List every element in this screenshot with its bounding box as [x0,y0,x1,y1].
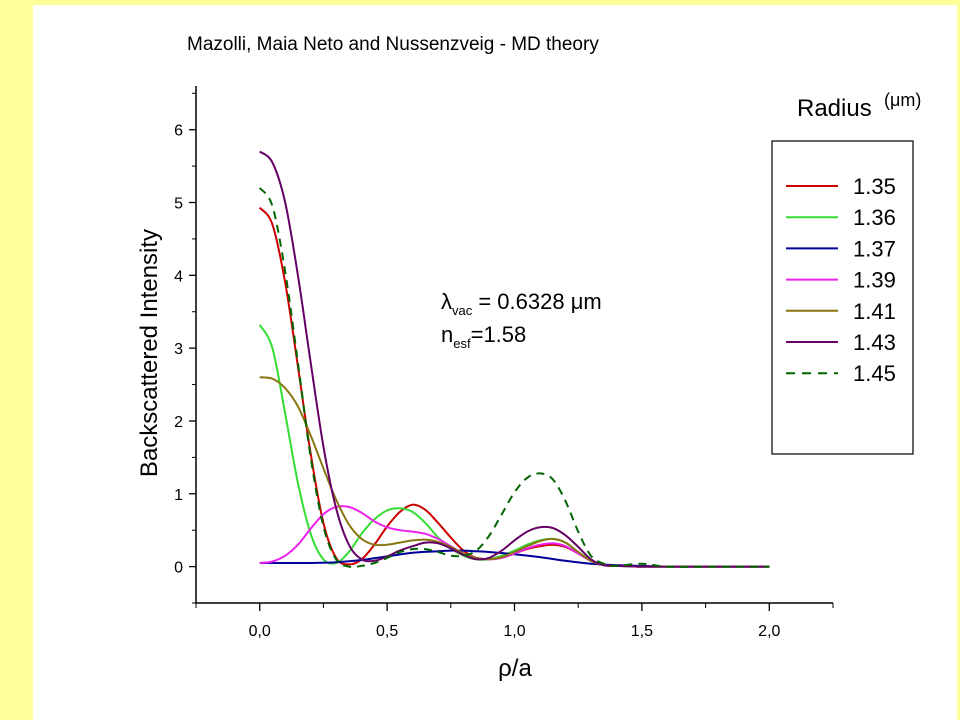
n-subscript: esf [453,336,471,351]
x-tick-label: 2,0 [758,623,780,640]
legend-label-1-36: 1.36 [853,205,896,230]
legend-label-1-39: 1.39 [853,268,896,293]
series-line-1-35 [258,206,770,568]
y-tick-label: 3 [174,341,183,358]
n-symbol: n [441,322,453,347]
x-axis-label: ρ/a [498,655,532,682]
right-accent-bar [957,0,960,720]
x-tick-label: 1,0 [503,623,525,640]
annotation-wavelength: λvac = 0.6328 μm [441,289,602,318]
lambda-subscript: vac [452,303,473,318]
y-tick-label: 5 [174,196,183,213]
legend-title: Radius [797,95,872,122]
top-accent-bar [0,0,960,5]
legend-label-1-45: 1.45 [853,361,896,386]
y-tick-label: 2 [174,414,183,431]
y-tick-label: 6 [174,123,183,140]
legend-entries: 1.35 1.36 1.37 1.39 1.41 1.43 1.45 [786,174,896,386]
y-tick-label: 4 [174,268,183,285]
annotation-refractive-index: nesf=1.58 [441,322,526,351]
x-tick-label: 0,5 [376,623,398,640]
left-accent-bar [0,0,33,720]
y-axis-label: Backscattered Intensity [136,229,163,477]
legend-label-1-43: 1.43 [853,330,896,355]
y-tick-label: 1 [174,487,183,504]
series-line-1-41 [259,376,770,568]
n-value: =1.58 [471,322,527,347]
series-line-1-45 [258,187,770,569]
legend-label-1-35: 1.35 [853,174,896,199]
lambda-value: = 0.6328 μm [472,289,601,314]
legend-label-1-37: 1.37 [853,236,896,261]
legend-box [771,140,914,455]
x-tick-label: 0,0 [249,623,271,640]
series-lines [258,150,770,569]
series-line-1-36 [258,324,770,568]
y-tick-label: 0 [174,560,183,577]
x-tick-label: 1,5 [631,623,653,640]
legend-unit: (μm) [884,90,921,110]
axis-ticks: 0 1 2 3 4 5 6 0,0 0,5 1,0 1,5 2,0 [174,92,834,640]
legend-label-1-41: 1.41 [853,299,896,324]
page-title: Mazolli, Maia Neto and Nussenzveig - MD … [187,34,599,55]
lambda-symbol: λ [441,289,452,314]
series-line-1-43 [259,150,770,568]
